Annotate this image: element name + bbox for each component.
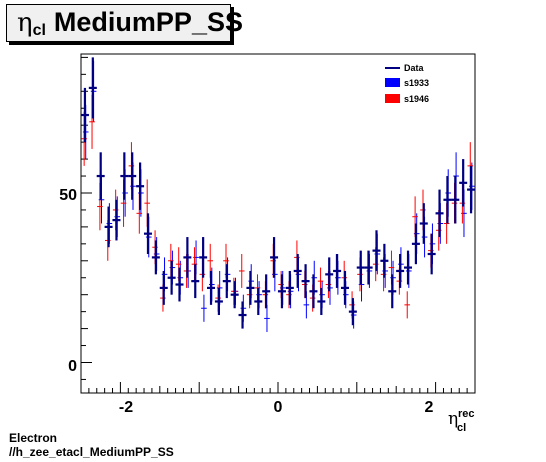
point-data — [317, 287, 326, 316]
point-data — [293, 254, 302, 288]
x-tick-label-0: -2 — [119, 399, 133, 416]
footer-label-histogram-path: //h_zee_etacl_MediumPP_SS — [9, 445, 174, 459]
point-data — [396, 254, 405, 288]
point-data — [88, 57, 97, 119]
series-layer — [80, 57, 476, 332]
point-data — [222, 264, 231, 299]
x-tick-label-2: 2 — [425, 399, 434, 416]
point-data — [356, 250, 365, 285]
point-data — [372, 230, 381, 271]
point-data — [151, 240, 160, 275]
histogram-title: ηcl MediumPP_SS — [17, 7, 243, 39]
point-data — [301, 264, 310, 299]
x-tick-label-1: 0 — [274, 399, 283, 416]
point-data — [467, 165, 476, 214]
point-data — [230, 281, 239, 309]
point-data — [419, 203, 428, 244]
point-data — [277, 274, 286, 309]
x-axis-label-sub: cl — [457, 422, 466, 434]
point-data — [325, 257, 334, 292]
point-data — [183, 237, 192, 278]
point-data — [340, 270, 349, 305]
series-data — [80, 57, 476, 329]
point-data — [207, 270, 216, 305]
point-data — [238, 301, 247, 329]
point-data — [364, 250, 373, 285]
point-data — [80, 87, 89, 143]
title-eta-symbol: η — [17, 8, 33, 38]
point-data — [427, 233, 436, 275]
y-tick-label-1: 50 — [59, 187, 77, 204]
point-data — [270, 237, 279, 278]
x-axis-label-sup: rec — [458, 408, 475, 420]
point-data — [309, 274, 318, 309]
point-data — [380, 243, 389, 278]
x-axis-label-eta: η — [448, 409, 458, 429]
point-s1933 — [264, 304, 270, 332]
legend: Data s1933 s1946 — [385, 63, 429, 104]
legend-s1933-label: s1933 — [404, 78, 429, 88]
point-data — [128, 152, 137, 200]
point-data — [262, 274, 271, 309]
point-data — [411, 223, 420, 265]
title-text: MediumPP_SS — [53, 7, 243, 37]
point-data — [143, 213, 152, 255]
point-data — [443, 176, 452, 224]
point-data — [199, 237, 208, 278]
point-data — [175, 267, 184, 302]
point-data — [451, 176, 460, 224]
point-data — [159, 270, 168, 305]
point-data — [191, 264, 200, 299]
axis-ticks — [80, 56, 476, 393]
point-data — [136, 162, 145, 210]
point-data — [96, 152, 105, 200]
point-data — [120, 152, 129, 200]
point-data — [348, 298, 357, 326]
legend-s1946-label: s1946 — [404, 94, 429, 104]
point-data — [112, 199, 121, 241]
title-eta-subscript: cl — [32, 22, 46, 39]
legend-s1946-marker — [385, 94, 400, 103]
point-data — [333, 254, 342, 288]
footer-label-particle: Electron — [9, 431, 58, 445]
point-data — [214, 287, 223, 316]
point-data — [388, 274, 397, 309]
point-data — [104, 206, 113, 248]
point-data — [246, 270, 255, 305]
point-data — [435, 189, 444, 238]
x-axis-label: η rec cl — [448, 404, 479, 434]
point-data — [404, 250, 413, 285]
point-data — [285, 270, 294, 305]
point-s1946 — [238, 254, 245, 288]
legend-data-label: Data — [404, 63, 425, 73]
point-data — [459, 159, 468, 207]
y-tick-label-0: 0 — [68, 358, 77, 375]
histogram-title-box: ηcl MediumPP_SS — [6, 4, 243, 42]
point-data — [254, 287, 263, 316]
legend-s1933-marker — [385, 78, 400, 87]
point-s1946 — [404, 291, 411, 319]
point-s1933 — [201, 294, 207, 322]
point-data — [167, 260, 176, 295]
